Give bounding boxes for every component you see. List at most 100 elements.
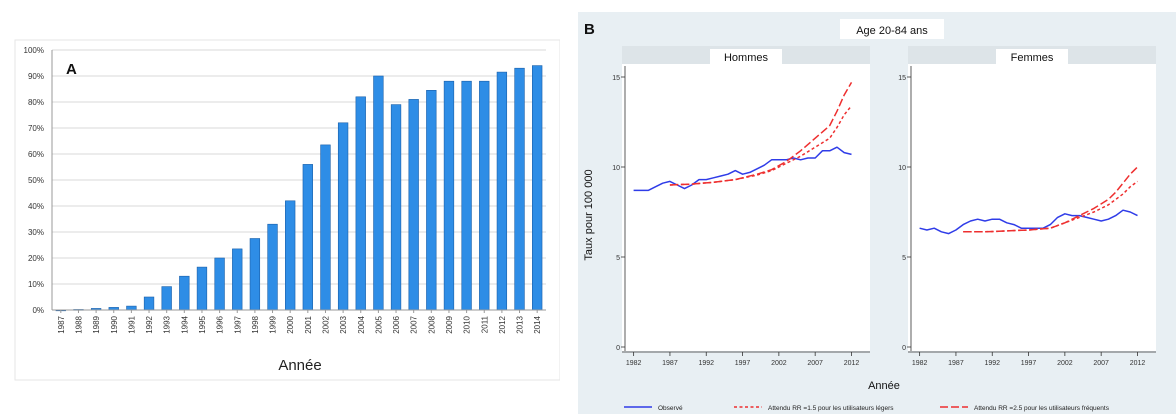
chart-a-y-tick-label: 50% [28, 176, 44, 185]
chart-a-bar [514, 67, 525, 311]
chart-a-x-tick-label: 2013 [516, 315, 525, 333]
chart-b-series-line [633, 146, 852, 192]
chart-b-x-tick-label: 1987 [662, 360, 678, 367]
chart-b-facet-title-box [710, 49, 782, 64]
chart-b-y-label: Taux pour 100 000 [583, 169, 595, 260]
chart-a-bar [179, 275, 190, 311]
chart-a-x-tick-label: 1992 [145, 315, 154, 333]
chart-a-y-tick-label: 70% [28, 124, 44, 133]
chart-b-x-tick-label: 1992 [698, 360, 714, 367]
chart-a-bar [479, 80, 490, 311]
chart-b-title: Age 20-84 ans [856, 25, 928, 37]
chart-b-x-tick-label: 2012 [844, 360, 860, 367]
chart-b-x-tick-label: 1982 [626, 360, 642, 367]
chart-b-facet-title: Femmes [1011, 52, 1054, 64]
chart-a-x-tick-label: 1989 [92, 315, 101, 333]
chart-b-x-tick-label: 2002 [771, 360, 787, 367]
chart-b-y-tick-label: 0 [616, 345, 620, 352]
chart-a-bar [143, 296, 155, 311]
chart-a-bar [461, 80, 472, 311]
chart-a-y-tick-label: 80% [28, 98, 44, 107]
chart-a-x-tick-label: 2008 [427, 315, 436, 333]
chart-a-y-tick-label: 90% [28, 72, 44, 81]
chart-a-x-tick-label: 2003 [339, 315, 348, 333]
chart-b-x-label: Année [868, 380, 900, 392]
chart-a-x-label: Année [278, 357, 321, 374]
chart-a-x-tick-label: 2012 [498, 315, 507, 333]
chart-b-series-line [669, 105, 853, 186]
chart-b-x-tick-label: 1992 [984, 360, 1000, 367]
chart-a-bar [285, 200, 296, 311]
chart-a-x-tick-label: 2011 [480, 315, 489, 333]
chart-a-x-tick-label: 2009 [445, 315, 454, 333]
chart-a-x-tick-label: 1995 [198, 315, 207, 333]
chart-a-x-tick-label: 2001 [304, 315, 313, 333]
chart-b-x-tick-label: 1987 [948, 360, 964, 367]
chart-a-bar [355, 96, 366, 311]
chart-a-y-tick-label: 40% [28, 202, 44, 211]
chart-b-plot-area [908, 64, 1156, 351]
chart-b-x-tick-label: 2007 [807, 360, 823, 367]
chart-b-series-line [963, 180, 1138, 233]
chart-a-bar [390, 104, 402, 311]
chart-a-bar [196, 266, 208, 311]
chart-b-y-tick-label: 5 [616, 255, 620, 262]
chart-a-x-tick-label: 2014 [533, 315, 542, 333]
chart-b-title-box [840, 19, 944, 39]
chart-a-y-tick-label: 10% [28, 280, 44, 289]
chart-a-bar [249, 238, 261, 311]
chart-a-x-tick-label: 2010 [463, 315, 472, 333]
chart-a-y-tick-label: 0% [32, 306, 44, 315]
chart-b-y-tick-label: 10 [612, 165, 620, 172]
chart-a-bar [232, 248, 243, 311]
chart-a-x-tick-label: 2005 [374, 315, 383, 333]
chart-b-series-line [669, 82, 853, 186]
chart-a-bar [496, 71, 508, 311]
chart-a-panel-label: A [66, 61, 77, 78]
chart-b-x-tick-label: 2012 [1130, 360, 1146, 367]
chart-a-bar [267, 223, 278, 311]
chart-b-y-tick-label: 15 [612, 75, 620, 82]
chart-a-bar [161, 286, 172, 311]
chart-a-x-tick-label: 1993 [163, 315, 172, 333]
chart-a-x-tick-label: 1991 [127, 315, 136, 333]
chart-b: B Age 20-84 ans Taux pour 100 000 Hommes… [578, 12, 1176, 414]
chart-b-facet: Femmes 0 5 10 15 1982 1987 1992 1997 2002 2007 2012 [898, 46, 1156, 367]
chart-b-x-tick-label: 1982 [912, 360, 928, 367]
chart-b-legend-label: Attendu RR =2.5 pour les utilisateurs fr… [974, 405, 1110, 412]
chart-a-y-tick-label: 20% [28, 254, 44, 263]
chart-a-bar [408, 99, 419, 311]
chart-b-y-tick-label: 0 [902, 345, 906, 352]
chart-a-x-tick-label: 1997 [233, 315, 242, 333]
chart-a-bar [426, 90, 437, 311]
chart-a-y-tick-label: 100% [24, 46, 44, 55]
chart-b-facet-title-box [996, 49, 1068, 64]
chart-a-x-tick-label: 1994 [180, 315, 189, 333]
chart-a-bar [126, 305, 137, 311]
chart-a-x-tick-label: 1990 [110, 315, 119, 333]
chart-a-x-tick-label: 1996 [216, 315, 225, 333]
chart-a-x-tick-label: 2006 [392, 315, 401, 333]
chart-b-x-tick-label: 2002 [1057, 360, 1073, 367]
chart-a-x-tick-label: 1998 [251, 315, 260, 333]
chart-a-bar [532, 65, 543, 311]
chart-a-bar [443, 80, 455, 311]
chart-b-x-tick-label: 2007 [1093, 360, 1109, 367]
chart-b-legend-label: Attendu RR =1.5 pour les utilisateurs lé… [768, 405, 894, 412]
chart-b-legend-label: Observé [658, 405, 683, 412]
chart-a-bar [337, 122, 349, 311]
chart-b-facet: Hommes 0 5 10 15 1982 1987 1992 1997 2002 2007 2012 [612, 46, 870, 367]
chart-b-y-tick-label: 10 [898, 165, 906, 172]
chart-b-x-tick-label: 1997 [735, 360, 751, 367]
chart-a-y-tick-label: 60% [28, 150, 44, 159]
chart-b-y-tick-label: 15 [898, 75, 906, 82]
chart-a-x-tick-label: 2004 [357, 315, 366, 333]
chart-a-x-tick-label: 2002 [321, 315, 330, 333]
chart-a-x-tick-label: 2007 [410, 315, 419, 333]
chart-b-series-line [919, 209, 1138, 235]
chart-a-bar [302, 164, 313, 311]
chart-b-y-tick-label: 5 [902, 255, 906, 262]
chart-a: A 0% 10% 20% 30% 40% 50% 60% 70% 80% 90% 100% 1987… [14, 39, 560, 381]
chart-a-x-tick-label: 1999 [269, 315, 278, 333]
chart-a-bar [373, 75, 384, 311]
